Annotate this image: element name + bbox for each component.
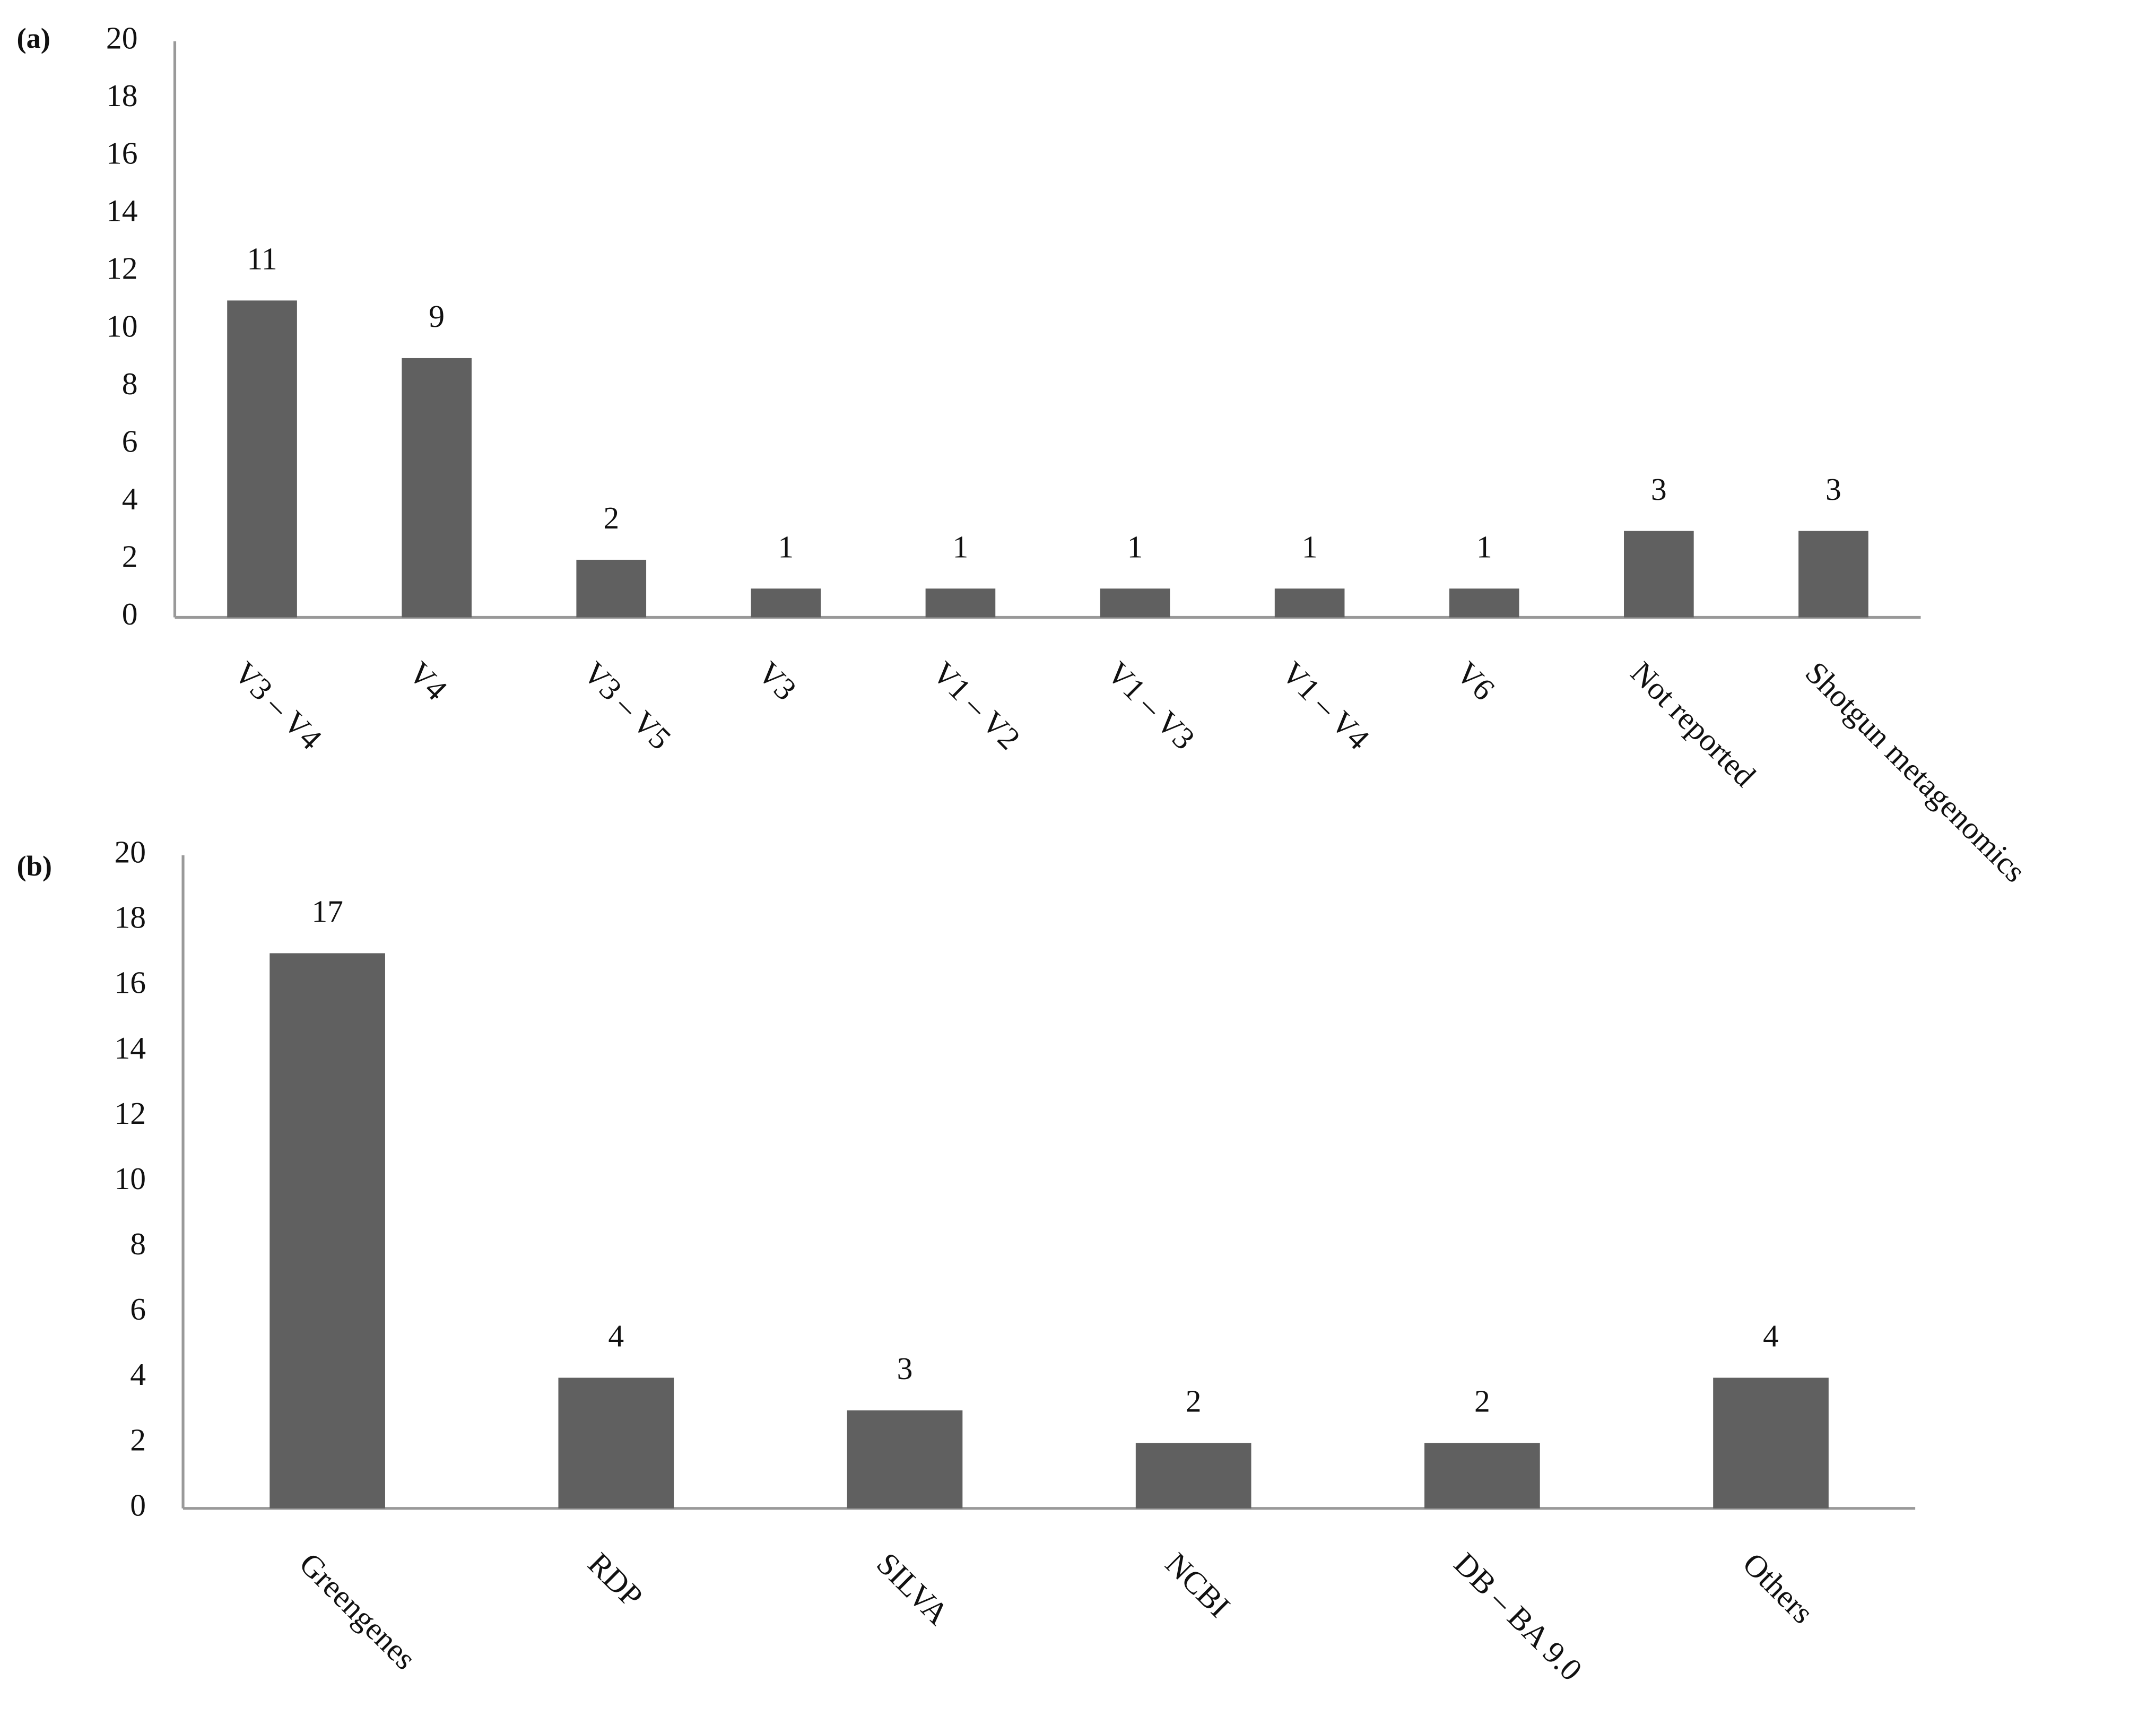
x-tick-label: DB – BA 9.0 [1447,1546,1589,1687]
y-tick-label: 0 [130,1487,146,1522]
x-tick-label: V3 – V5 [577,655,678,756]
data-label: 1 [1476,529,1492,564]
data-label: 9 [429,299,445,334]
panel-label: (b) [16,850,52,882]
x-tick-label: V4 [402,655,454,707]
x-tick-label: SILVA [870,1546,955,1631]
y-tick-label: 14 [114,1030,146,1065]
y-tick-label: 12 [114,1096,146,1131]
x-tick-label: Not reported [1624,655,1762,793]
x-tick-label: NCBI [1159,1546,1237,1624]
y-tick-label: 18 [114,900,146,935]
data-label: 11 [247,241,277,276]
bar [1424,1443,1540,1509]
data-label: 1 [953,529,969,564]
data-label: 3 [1825,472,1841,507]
y-tick-label: 16 [106,136,138,171]
y-tick-label: 10 [114,1161,146,1196]
bar [751,588,821,618]
y-tick-label: 4 [122,481,138,516]
y-tick-label: 6 [130,1292,146,1327]
x-tick-label: V3 – V4 [228,655,329,756]
data-label: 4 [1763,1319,1779,1354]
x-tick-label: Shotgun metagenomics [1798,655,2032,889]
data-label: 1 [1127,529,1143,564]
y-tick-label: 8 [122,366,138,401]
y-tick-label: 0 [122,596,138,631]
y-tick-label: 12 [106,251,138,286]
y-tick-label: 8 [130,1226,146,1261]
x-tick-label: V1 – V3 [1100,655,1202,756]
y-tick-label: 10 [106,308,138,343]
data-label: 2 [1186,1384,1202,1419]
x-tick-label: Greengenes [293,1546,423,1676]
bar [270,953,385,1509]
bar [1449,588,1519,618]
panel-label: (a) [16,22,50,54]
bar [925,588,996,618]
bar [1135,1443,1251,1509]
data-label: 17 [311,894,343,929]
bar [1274,588,1345,618]
bar [227,300,297,618]
y-tick-label: 18 [106,78,138,113]
x-tick-label: V1 – V2 [926,655,1027,756]
bar [558,1377,674,1509]
data-label: 2 [603,500,619,535]
bar [576,559,647,618]
bar [1798,531,1868,618]
data-label: 1 [1302,529,1318,564]
data-label: 2 [1474,1384,1490,1419]
bar [847,1410,963,1509]
x-tick-label: V1 – V4 [1275,655,1376,756]
bar [1624,531,1694,618]
x-tick-label: V3 [751,655,803,707]
y-tick-label: 4 [130,1357,146,1392]
y-tick-label: 2 [130,1422,146,1457]
data-label: 1 [778,529,794,564]
y-tick-label: 20 [114,834,146,869]
data-label: 3 [897,1351,913,1386]
x-tick-label: V6 [1449,655,1501,707]
data-label: 4 [608,1319,624,1354]
bar [1713,1377,1829,1509]
data-label: 3 [1651,472,1667,507]
bar [402,358,472,618]
y-tick-label: 16 [114,965,146,1000]
y-tick-label: 20 [106,20,138,55]
x-tick-label: Others [1736,1546,1821,1630]
y-tick-label: 2 [122,539,138,574]
y-tick-label: 6 [122,423,138,458]
y-tick-label: 14 [106,193,138,228]
bar [1100,588,1170,618]
x-tick-label: RDP [581,1546,650,1614]
